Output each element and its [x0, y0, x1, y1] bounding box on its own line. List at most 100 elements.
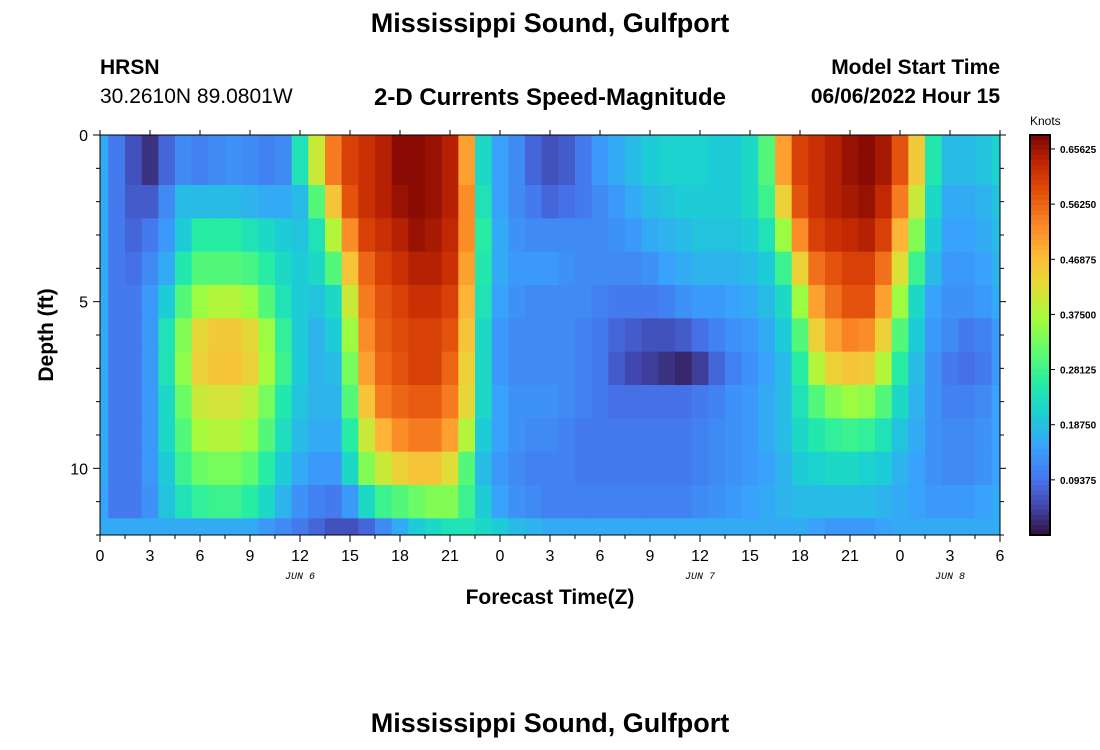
heatmap-cell — [591, 451, 609, 486]
colorbar-segment — [1030, 340, 1050, 346]
heatmap-cell — [158, 251, 176, 286]
heatmap-cell — [225, 285, 243, 319]
colorbar-segment — [1030, 195, 1050, 201]
station-name: HRSN — [100, 56, 160, 79]
heatmap-cell — [408, 185, 426, 219]
heatmap-cell — [741, 251, 759, 286]
colorbar-segment — [1030, 225, 1050, 231]
heatmap-cell — [775, 385, 793, 419]
heatmap-cell — [991, 151, 1000, 186]
heatmap-cell — [991, 318, 1000, 353]
heatmap-cell — [508, 351, 526, 386]
heatmap-cell — [108, 518, 126, 535]
heatmap-cell — [241, 485, 259, 519]
heatmap-cell — [458, 135, 476, 153]
heatmap-cell — [308, 318, 326, 353]
heatmap-cell — [575, 318, 593, 353]
colorbar-segment — [1030, 325, 1050, 331]
heatmap-cell — [558, 135, 576, 153]
heatmap-cell — [958, 151, 976, 186]
heatmap-cell — [100, 418, 109, 453]
heatmap-cell — [108, 185, 126, 219]
colorbar-segment — [1030, 215, 1050, 221]
heatmap-cell — [941, 151, 959, 186]
heatmap-cell — [241, 451, 259, 486]
heatmap-cell — [325, 185, 343, 219]
heatmap-cell — [975, 385, 993, 419]
heatmap-cell — [208, 385, 226, 419]
heatmap-cell — [625, 285, 643, 319]
colorbar-segment — [1030, 260, 1050, 266]
heatmap-cell — [558, 218, 576, 253]
heatmap-cell — [558, 385, 576, 419]
heatmap-cell — [358, 451, 376, 486]
heatmap-cell — [941, 418, 959, 453]
heatmap-cell — [858, 135, 876, 153]
heatmap-cell — [741, 185, 759, 219]
heatmap-cell — [791, 285, 809, 319]
colorbar-segment — [1030, 180, 1050, 186]
heatmap-cell — [675, 451, 693, 486]
heatmap-cell — [825, 218, 843, 253]
heatmap-cell — [725, 251, 743, 286]
heatmap-cell — [225, 218, 243, 253]
heatmap-cell — [641, 318, 659, 353]
heatmap-cell — [491, 185, 509, 219]
heatmap-cell — [291, 185, 309, 219]
heatmap-cell — [191, 251, 209, 286]
heatmap-cell — [425, 285, 443, 319]
heatmap-cell — [241, 185, 259, 219]
heatmap-cell — [675, 285, 693, 319]
heatmap-cell — [608, 451, 626, 486]
heatmap-cell — [675, 135, 693, 153]
heatmap-cell — [958, 418, 976, 453]
colorbar-segment — [1030, 290, 1050, 296]
heatmap-cell — [725, 351, 743, 386]
heatmap-cell — [625, 451, 643, 486]
heatmap-cell — [608, 251, 626, 286]
heatmap-cell — [625, 151, 643, 186]
heatmap-cell — [975, 351, 993, 386]
colorbar-segment — [1030, 210, 1050, 216]
heatmap-cell — [825, 135, 843, 153]
heatmap-cell — [975, 251, 993, 286]
x-tick-label: 12 — [291, 548, 309, 565]
heatmap-cell — [741, 318, 759, 353]
heatmap-cell — [100, 218, 109, 253]
heatmap-cell — [925, 451, 943, 486]
heatmap-cell — [541, 518, 559, 535]
colorbar-segment — [1030, 445, 1050, 451]
colorbar-segment — [1030, 190, 1050, 196]
heatmap-cell — [925, 485, 943, 519]
x-tick-label: 9 — [646, 548, 655, 565]
heatmap-cell — [991, 251, 1000, 286]
heatmap-cell — [291, 385, 309, 419]
colorbar-gradient — [1030, 135, 1050, 536]
heatmap-cell — [691, 318, 709, 353]
heatmap-cell — [175, 151, 193, 186]
heatmap-cell — [758, 518, 776, 535]
heatmap-cell — [341, 135, 359, 153]
heatmap-cell — [791, 351, 809, 386]
colorbar-segment — [1030, 505, 1050, 511]
heatmap-cell — [741, 218, 759, 253]
heatmap-cell — [958, 285, 976, 319]
heatmap-cell — [658, 351, 676, 386]
heatmap-cell — [908, 351, 926, 386]
heatmap-cell — [375, 418, 393, 453]
heatmap-cell — [691, 518, 709, 535]
heatmap-cell — [341, 251, 359, 286]
x-tick-label: 0 — [896, 548, 905, 565]
heatmap-cell — [608, 285, 626, 319]
heatmap-cell — [375, 385, 393, 419]
heatmap-cell — [741, 285, 759, 319]
x-tick-label: 18 — [791, 548, 809, 565]
heatmap-cell — [175, 485, 193, 519]
heatmap-cell — [841, 351, 859, 386]
heatmap-cell — [441, 518, 459, 535]
heatmap-cell — [208, 451, 226, 486]
heatmap-cell — [975, 451, 993, 486]
heatmap-cell — [225, 318, 243, 353]
heatmap-cell — [100, 518, 109, 535]
heatmap-cell — [525, 351, 543, 386]
